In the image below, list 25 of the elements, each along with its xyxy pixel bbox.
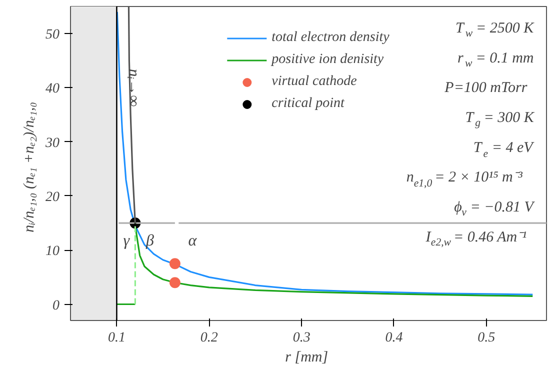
legend-label: total electron density (272, 30, 390, 46)
x-axis-title: r [mm] (285, 350, 328, 366)
annotation: P=100 mTorr (444, 80, 528, 96)
point (169, 258, 180, 270)
y-tick-label: 40 (46, 82, 60, 97)
legend-label: positive ion denisity (272, 52, 384, 68)
x-tick-label: 0.3 (292, 330, 310, 346)
y-tick-label: 0 (52, 298, 60, 314)
x-tick-label: 0.5 (478, 330, 496, 346)
y-tick-label: 30 (44, 136, 60, 151)
y-tick-label: 10 (46, 244, 60, 260)
y-axis-title: nᵢ/nₑ₁,₀ (nₑ₁ +nₑ₂)/nₑ₁,₀ (22, 102, 38, 232)
annotation: α (188, 232, 198, 250)
annotation: γ (123, 232, 130, 250)
y-tick-label: 50 (46, 28, 60, 43)
x-tick-label: 0.2 (200, 330, 218, 346)
annotation: nᵢ→∞ (124, 68, 142, 107)
legend-label: critical point (272, 96, 344, 112)
x-tick-label: 0.1 (108, 330, 126, 346)
legend-label: virtual cathode (272, 74, 357, 90)
point (169, 277, 180, 288)
y-tick-label: 20 (46, 190, 60, 205)
line-series (116, 11, 534, 296)
x-tick-label: 0.4 (385, 330, 403, 346)
annotation: β (145, 232, 154, 250)
